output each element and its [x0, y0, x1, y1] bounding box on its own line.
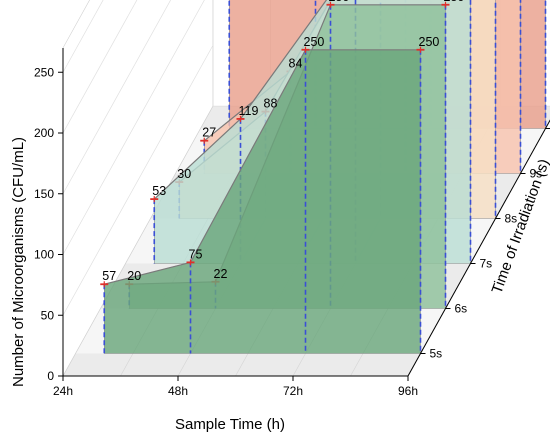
data-label-9s: 27	[202, 126, 216, 140]
data-label-8s: 30	[177, 167, 191, 181]
series-layer	[100, 0, 547, 354]
data-label-6s: 20	[127, 269, 141, 283]
z-tick-label: 9s	[530, 167, 543, 181]
grid-line-left	[62, 0, 205, 255]
data-label-5s: 250	[419, 35, 440, 49]
z-tick-label: 6s	[455, 302, 468, 316]
series-line-7s	[153, 0, 328, 200]
grid-line-left	[62, 0, 172, 194]
data-label-6s: 250	[329, 0, 350, 4]
z-tick-label: 7s	[480, 257, 493, 271]
x-tick-label: 24h	[53, 384, 73, 398]
axes-layer: 24h48h72h96h0501001502002505s6s7s8s9sCG	[34, 47, 550, 398]
data-label-8s: 88	[264, 97, 278, 111]
data-label-7s: 53	[152, 184, 166, 198]
z-tick-label: 8s	[505, 212, 518, 226]
series-line-5s	[104, 49, 421, 285]
y-tick-label: 100	[34, 248, 54, 262]
grid-line-left	[62, 0, 138, 134]
data-label-6s: 250	[444, 0, 465, 4]
x-tick-label: 72h	[283, 384, 303, 398]
data-label-7s: 119	[239, 104, 259, 118]
y-axis-title: Number of Microorganisms (CFU/mL)	[10, 137, 27, 387]
grid-line-left	[62, 0, 104, 73]
y-tick-label: 250	[34, 65, 54, 79]
x-tick-label: 96h	[398, 384, 418, 398]
grid-line-floor	[62, 105, 214, 377]
z-axis-line	[407, 119, 550, 377]
series-line-9s	[203, 0, 332, 142]
x-axis-title: Sample Time (h)	[175, 416, 285, 433]
y-tick-label: 50	[41, 308, 55, 322]
x-tick-label: 48h	[168, 384, 188, 398]
data-label-6s: 22	[214, 267, 228, 281]
data-label-5s: 250	[304, 35, 325, 49]
data-label-5s: 57	[102, 269, 116, 283]
y-tick-label: 150	[34, 187, 54, 201]
y-tick-label: 0	[47, 369, 54, 383]
series-5s	[100, 46, 425, 354]
y-tick-label: 200	[34, 126, 54, 140]
data-label-5s: 75	[189, 247, 203, 261]
z-tick-label: 5s	[430, 347, 443, 361]
grid-line-left	[62, 45, 214, 316]
data-label-9s: 84	[289, 56, 303, 70]
labels-layer: 2502502502784250250308825025053119250250…	[102, 0, 465, 283]
